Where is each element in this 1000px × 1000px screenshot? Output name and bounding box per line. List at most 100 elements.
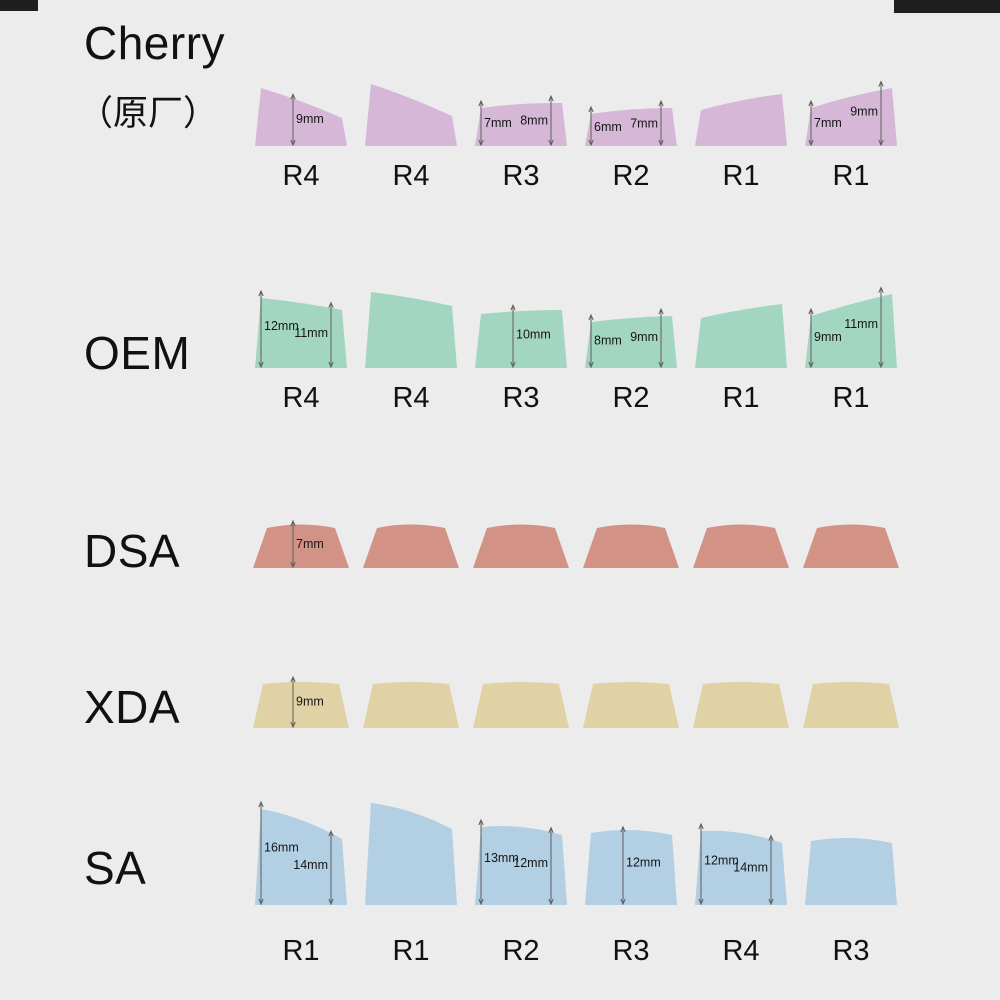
keycap-dsa bbox=[473, 524, 569, 568]
row-labels: R4 R4 R3 R2 R1 R1 bbox=[252, 160, 1000, 193]
measurement-label: 12mm bbox=[704, 854, 739, 868]
profile-label-column: Cherry （原厂） bbox=[0, 18, 238, 193]
measurement-label: 14mm bbox=[733, 861, 768, 875]
keycap-shape bbox=[693, 682, 789, 728]
row-label: R2 bbox=[612, 160, 650, 192]
keycap-shape bbox=[695, 830, 787, 905]
profile-label-column: DSA bbox=[0, 520, 238, 577]
measurement-label: 8mm bbox=[520, 113, 548, 127]
keycap-shape bbox=[803, 524, 899, 568]
keycap-oem bbox=[695, 304, 787, 368]
keycap-shape bbox=[255, 298, 347, 368]
keycap-xda: 9mm bbox=[253, 675, 349, 729]
keycap-shape bbox=[473, 682, 569, 728]
measurement-label: 12mm bbox=[513, 856, 548, 870]
keycap-dsa: 7mm bbox=[253, 519, 349, 569]
measurement-label: 7mm bbox=[814, 116, 842, 130]
keycap-shape bbox=[585, 829, 677, 905]
profile-content: 9mm bbox=[238, 675, 1000, 733]
keycap-sa: 16mm 14mm bbox=[255, 800, 347, 906]
measurement-label: 10mm bbox=[516, 328, 551, 342]
profile-title-cherry: Cherry bbox=[84, 17, 226, 69]
keycap-oem: 8mm 9mm bbox=[585, 307, 677, 369]
row-label: R2 bbox=[502, 935, 540, 967]
profile-label-column: XDA bbox=[0, 676, 238, 733]
keycap-sa: 12mm bbox=[585, 825, 677, 906]
keycap-shape bbox=[363, 682, 459, 728]
row-label: R1 bbox=[722, 160, 760, 192]
measurement-label: 7mm bbox=[630, 116, 658, 130]
keycap-shape bbox=[365, 803, 457, 905]
profile-subtitle-cherry: （原厂） bbox=[78, 93, 219, 133]
profile-title-oem: OEM bbox=[84, 327, 191, 379]
measurement-label: 7mm bbox=[484, 116, 512, 130]
keycap-shape bbox=[255, 809, 347, 905]
row-label: R1 bbox=[392, 935, 430, 967]
keycap-shape bbox=[583, 682, 679, 728]
keycap-cherry: 7mm 8mm bbox=[475, 94, 567, 147]
profile-title-sa: SA bbox=[84, 842, 147, 894]
measurement-label: 11mm bbox=[294, 326, 328, 340]
keycap-shape bbox=[365, 292, 457, 368]
keycap-shape bbox=[475, 102, 567, 146]
profile-content: 7mm bbox=[238, 519, 1000, 577]
profile-content: 16mm 14mm 13mm 12mm 12mm 12mm 14mm R1 R1 R2 R3 R4 R… bbox=[238, 797, 1000, 968]
keycap-sa bbox=[805, 837, 897, 905]
keycap-oem: 10mm bbox=[475, 303, 567, 369]
keycap-strip: 12mm 11mm 10mm 8mm 9mm 9mm 11mm bbox=[252, 286, 1000, 369]
keycap-strip: 7mm bbox=[252, 519, 1000, 569]
keycap-shape bbox=[475, 826, 567, 905]
keycap-xda bbox=[473, 682, 569, 728]
measurement-label: 8mm bbox=[594, 333, 622, 347]
keycap-dsa bbox=[803, 524, 899, 568]
keycap-shape bbox=[585, 316, 677, 368]
row-label: R1 bbox=[832, 382, 870, 414]
keycap-shape bbox=[695, 304, 787, 368]
measurement-label: 6mm bbox=[594, 120, 622, 134]
keycap-cherry bbox=[695, 94, 787, 146]
keycap-shape bbox=[475, 310, 567, 368]
keycap-xda bbox=[803, 682, 899, 728]
keycap-shape bbox=[365, 84, 457, 146]
keycap-shape bbox=[693, 524, 789, 568]
keycap-shape bbox=[363, 524, 459, 568]
keycap-oem bbox=[365, 292, 457, 368]
measurement-label: 9mm bbox=[850, 105, 878, 119]
keycap-strip: 9mm bbox=[252, 675, 1000, 729]
row-label: R3 bbox=[502, 160, 540, 192]
row-label: R3 bbox=[502, 382, 540, 414]
keycap-strip: 16mm 14mm 13mm 12mm 12mm 12mm 14mm bbox=[252, 797, 1000, 906]
row-labels: R4 R4 R3 R2 R1 R1 bbox=[252, 382, 1000, 415]
profile-row-sa: SA 16mm 14mm 13mm 12mm 12mm 12mm 14mm R1 R1 R2 R3… bbox=[0, 797, 1000, 968]
keycap-sa bbox=[365, 803, 457, 905]
keycap-cherry: 7mm 9mm bbox=[805, 80, 897, 147]
measurement-label: 11mm bbox=[844, 317, 878, 331]
keycap-shape bbox=[255, 88, 347, 146]
row-label: R1 bbox=[282, 935, 320, 967]
profile-row-oem: OEM 12mm 11mm 10mm 8mm 9mm 9mm 11mm R4 R4 R3 R2 R1… bbox=[0, 286, 1000, 415]
measurement-label: 16mm bbox=[264, 840, 299, 854]
row-label: R1 bbox=[832, 160, 870, 192]
row-label: R2 bbox=[612, 382, 650, 414]
profile-label-column: SA bbox=[0, 797, 238, 968]
row-label: R4 bbox=[722, 935, 760, 967]
measurement-label: 12mm bbox=[264, 319, 299, 333]
keycap-dsa bbox=[583, 524, 679, 568]
profile-content: 12mm 11mm 10mm 8mm 9mm 9mm 11mm R4 R4 R3 R2 R1 R1 bbox=[238, 286, 1000, 415]
profile-row-cherry: Cherry （原厂） 9mm 7mm 8mm 6mm 7mm 7mm 9mm R4 R4 R3… bbox=[0, 18, 1000, 193]
top-right-bar bbox=[894, 0, 1000, 13]
keycap-xda bbox=[363, 682, 459, 728]
top-left-bar bbox=[0, 0, 38, 11]
row-label: R4 bbox=[392, 382, 430, 414]
profile-title-xda: XDA bbox=[84, 681, 181, 733]
keycap-shape bbox=[805, 294, 897, 368]
measurement-label: 9mm bbox=[630, 330, 658, 344]
row-label: R3 bbox=[612, 935, 650, 967]
keycap-shape bbox=[695, 94, 787, 146]
measurement-label: 9mm bbox=[296, 112, 324, 126]
keycap-cherry: 6mm 7mm bbox=[585, 99, 677, 147]
keycap-shape bbox=[583, 524, 679, 568]
